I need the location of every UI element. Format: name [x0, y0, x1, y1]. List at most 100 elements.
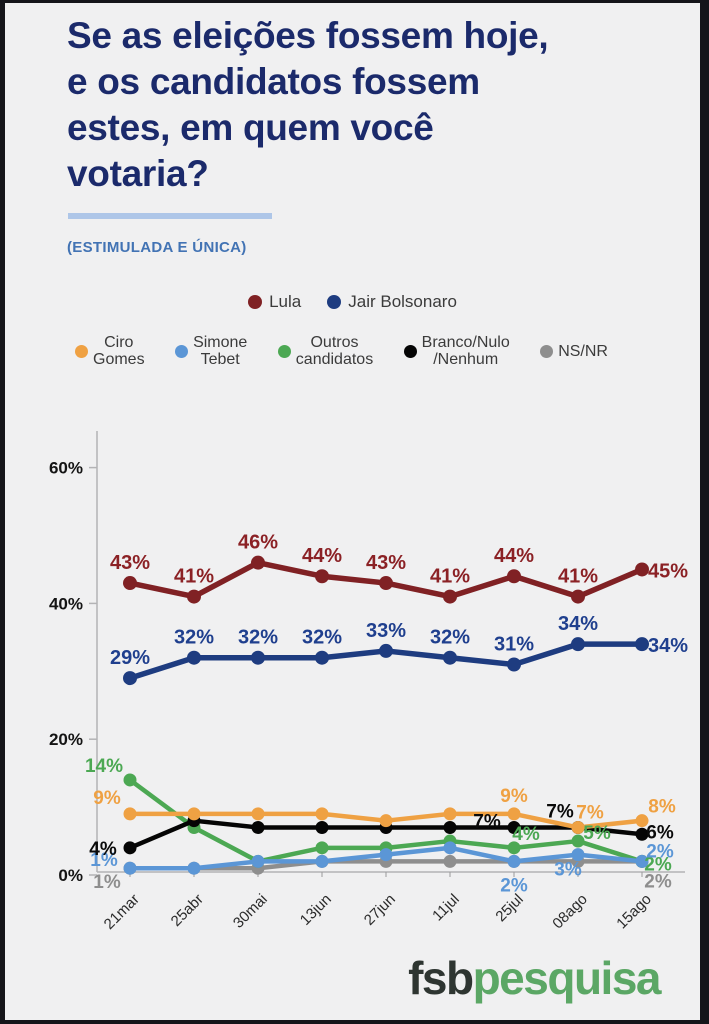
- chart-point-branco: [123, 841, 137, 855]
- chart-point-tebet: [635, 854, 649, 868]
- chart-point-lula: [187, 589, 201, 604]
- chart-point-tebet: [571, 848, 585, 862]
- y-tick-label: 0%: [58, 866, 83, 885]
- value-label-outros: 14%: [85, 756, 123, 777]
- legend-label-branco: Branco/Nulo: [421, 334, 510, 351]
- logo-fsb: fsb: [408, 952, 474, 1004]
- value-label-lula: 44%: [302, 545, 342, 567]
- value-label-lula: 41%: [174, 566, 214, 588]
- chart-point-bolsonaro: [187, 650, 201, 665]
- value-label-bolsonaro: 29%: [110, 647, 150, 669]
- y-tick-label: 20%: [49, 730, 83, 749]
- value-label-outros: 4%: [512, 824, 540, 845]
- chart-point-bolsonaro: [571, 637, 585, 652]
- chart-point-ciro: [187, 807, 201, 821]
- legend-item-tebet: Simone Tebet: [175, 334, 247, 368]
- title-line: estes, em quem você: [67, 107, 434, 148]
- chart-point-outros: [571, 834, 585, 848]
- legend-label-lula: Lula: [269, 292, 302, 311]
- title-underline: [68, 213, 272, 219]
- chart-point-lula: [635, 562, 649, 577]
- x-tick-label: 25abr: [168, 891, 207, 930]
- chart-point-outros: [315, 841, 329, 855]
- value-label-ciro: 9%: [500, 786, 528, 807]
- fsb-pesquisa-logo: fsbpesquisa: [408, 951, 661, 1005]
- value-label-bolsonaro: 32%: [174, 627, 214, 649]
- legend-item-bolsonaro: Jair Bolsonaro: [327, 292, 457, 312]
- chart-series-bolsonaro: [123, 637, 649, 686]
- chart-point-tebet: [251, 854, 265, 868]
- value-label-lula: 43%: [110, 552, 150, 574]
- title-line: votaria?: [67, 153, 209, 194]
- value-label-lula: 41%: [558, 566, 598, 588]
- x-tick-label: 27jun: [361, 891, 399, 929]
- chart-point-lula: [571, 589, 585, 604]
- value-label-lula: 43%: [366, 552, 406, 574]
- legend-label-bolsonaro: Jair Bolsonaro: [348, 292, 457, 311]
- chart-point-bolsonaro: [315, 650, 329, 665]
- chart-point-tebet: [187, 861, 201, 875]
- y-tick-label: 40%: [49, 594, 83, 613]
- value-label-tebet: 3%: [554, 860, 582, 881]
- poll-line-chart: 60% 40% 20% 0% 21mar 25abr 30mai 13jun 27jun 11ju…: [49, 431, 688, 933]
- chart-series-ciro: [123, 807, 649, 834]
- value-label-outros: 2%: [644, 854, 672, 875]
- chart-point-tebet: [443, 841, 457, 855]
- legend-item-ciro: Ciro Gomes: [75, 334, 145, 368]
- legend-item-branco: Branco/Nulo/Nenhum: [403, 334, 510, 368]
- value-label-ciro: 7%: [576, 802, 604, 823]
- chart-point-ciro: [251, 807, 265, 821]
- value-label-bolsonaro: 32%: [238, 627, 278, 649]
- value-label-ciro: 9%: [93, 788, 121, 809]
- bolsonaro-dot-icon: [327, 295, 342, 309]
- legend-label-nsnr: NS/NR: [558, 342, 608, 360]
- x-tick-label: 15ago: [613, 891, 655, 933]
- chart-point-branco: [635, 827, 649, 841]
- legend-secondary: Ciro Gomes Simone Tebet Outros candidatos B…: [75, 334, 608, 368]
- subtitle-stimulada-unica: (ESTIMULADA E ÚNICA): [67, 239, 247, 256]
- chart-point-lula: [507, 569, 521, 584]
- legend-item-lula: Lula: [248, 292, 301, 312]
- chart-point-ciro: [123, 807, 137, 821]
- chart-point-lula: [123, 576, 137, 591]
- value-label-bolsonaro: 34%: [648, 635, 688, 657]
- x-tick-label: 30mai: [230, 891, 271, 932]
- page-title: Se as eleições fossem hoje, e os candidat…: [67, 13, 667, 197]
- value-label-bolsonaro: 32%: [430, 627, 470, 649]
- chart-point-lula: [315, 569, 329, 584]
- chart-point-outros: [507, 841, 521, 855]
- x-tick-label: 11jul: [429, 891, 463, 925]
- chart-point-ciro: [507, 807, 521, 821]
- value-label-lula: 41%: [430, 566, 470, 588]
- chart-point-ciro: [379, 814, 393, 828]
- tebet-dot-icon: [175, 344, 189, 358]
- value-label-branco: 4%: [89, 839, 117, 860]
- value-label-bolsonaro: 32%: [302, 627, 342, 649]
- legend-item-outros: Outros candidatos: [277, 334, 373, 368]
- chart-point-ciro: [571, 820, 585, 834]
- chart-point-lula: [251, 555, 265, 570]
- value-label-branco: 7%: [473, 811, 501, 832]
- chart-point-nsnr: [443, 854, 457, 868]
- chart-point-bolsonaro: [507, 657, 521, 672]
- value-label-lula: 45%: [648, 560, 688, 582]
- chart-point-bolsonaro: [123, 671, 137, 686]
- chart-point-lula: [379, 576, 393, 591]
- lula-dot-icon: [248, 295, 263, 309]
- chart-point-branco: [507, 820, 521, 834]
- chart-point-lula: [443, 589, 457, 604]
- chart-series-tebet: [123, 841, 649, 875]
- poll-page: Se as eleições fossem hoje, e os candidat…: [5, 3, 700, 1020]
- legend-item-nsnr: NS/NR: [540, 334, 608, 368]
- value-label-outros: 5%: [583, 823, 611, 844]
- legend-label-tebet: Simone: [193, 334, 248, 351]
- chart-point-tebet: [315, 854, 329, 868]
- chart-point-bolsonaro: [251, 650, 265, 665]
- chart-point-tebet: [507, 854, 521, 868]
- value-label-nsnr: 1%: [93, 872, 121, 893]
- chart-point-ciro: [443, 807, 457, 821]
- value-label-branco: 6%: [646, 822, 674, 843]
- chart-point-ciro: [315, 807, 329, 821]
- value-label-bolsonaro: 34%: [558, 613, 598, 635]
- value-label-lula: 46%: [238, 532, 278, 554]
